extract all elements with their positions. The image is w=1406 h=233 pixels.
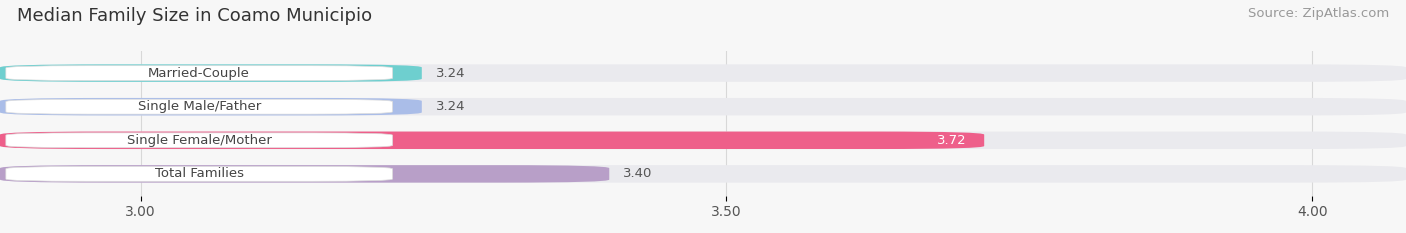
FancyBboxPatch shape — [0, 165, 609, 183]
FancyBboxPatch shape — [6, 166, 392, 181]
Text: 3.24: 3.24 — [436, 67, 465, 80]
Text: Single Female/Mother: Single Female/Mother — [127, 134, 271, 147]
Text: 3.72: 3.72 — [936, 134, 966, 147]
FancyBboxPatch shape — [6, 99, 392, 114]
FancyBboxPatch shape — [0, 132, 984, 149]
Text: Source: ZipAtlas.com: Source: ZipAtlas.com — [1249, 7, 1389, 20]
FancyBboxPatch shape — [0, 132, 1406, 149]
FancyBboxPatch shape — [0, 98, 422, 115]
FancyBboxPatch shape — [0, 64, 422, 82]
FancyBboxPatch shape — [6, 133, 392, 148]
FancyBboxPatch shape — [0, 165, 1406, 183]
FancyBboxPatch shape — [6, 66, 392, 81]
FancyBboxPatch shape — [0, 98, 1406, 115]
Text: 3.40: 3.40 — [623, 167, 652, 180]
FancyBboxPatch shape — [0, 64, 1406, 82]
Text: 3.24: 3.24 — [436, 100, 465, 113]
Text: Married-Couple: Married-Couple — [148, 67, 250, 80]
Text: Single Male/Father: Single Male/Father — [138, 100, 260, 113]
Text: Total Families: Total Families — [155, 167, 243, 180]
Text: Median Family Size in Coamo Municipio: Median Family Size in Coamo Municipio — [17, 7, 373, 25]
